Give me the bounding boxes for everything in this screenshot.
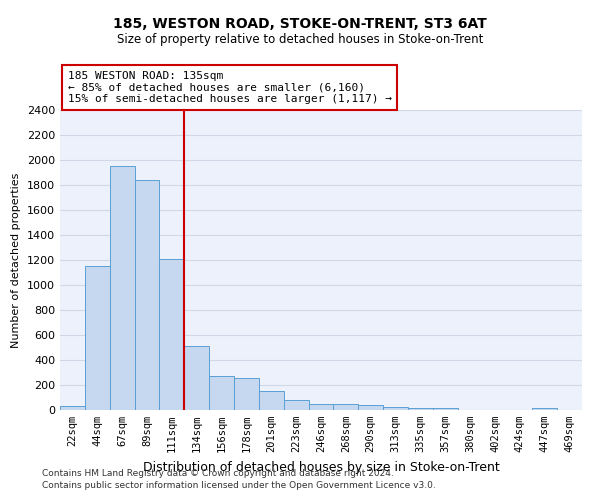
Bar: [408, 408, 433, 410]
Text: Contains public sector information licensed under the Open Government Licence v3: Contains public sector information licen…: [42, 481, 436, 490]
Bar: [85, 266, 110, 410]
Bar: [60, 406, 85, 410]
Text: 185, WESTON ROAD, STOKE-ON-TRENT, ST3 6AT: 185, WESTON ROAD, STOKE-ON-TRENT, ST3 6A…: [113, 18, 487, 32]
Bar: [334, 404, 358, 410]
Bar: [134, 180, 160, 410]
X-axis label: Distribution of detached houses by size in Stoke-on-Trent: Distribution of detached houses by size …: [143, 460, 499, 473]
Bar: [532, 408, 557, 410]
Bar: [433, 408, 458, 410]
Bar: [209, 376, 234, 410]
Text: 185 WESTON ROAD: 135sqm
← 85% of detached houses are smaller (6,160)
15% of semi: 185 WESTON ROAD: 135sqm ← 85% of detache…: [68, 71, 392, 104]
Bar: [184, 346, 209, 410]
Text: Size of property relative to detached houses in Stoke-on-Trent: Size of property relative to detached ho…: [117, 32, 483, 46]
Bar: [358, 405, 383, 410]
Bar: [160, 259, 184, 410]
Bar: [259, 390, 284, 410]
Bar: [110, 166, 134, 410]
Bar: [308, 404, 334, 410]
Bar: [284, 400, 308, 410]
Y-axis label: Number of detached properties: Number of detached properties: [11, 172, 22, 348]
Text: Contains HM Land Registry data © Crown copyright and database right 2024.: Contains HM Land Registry data © Crown c…: [42, 468, 394, 477]
Bar: [383, 407, 408, 410]
Bar: [234, 378, 259, 410]
